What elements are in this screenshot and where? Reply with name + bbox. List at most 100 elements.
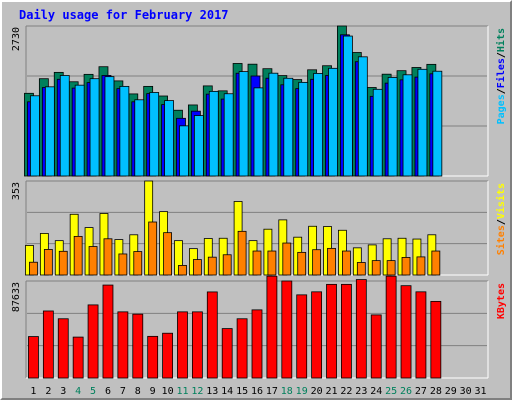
x-tick-label: 22: [340, 386, 352, 397]
bar-pages-day-8: [134, 99, 145, 177]
bar-pages-day-26: [402, 74, 413, 177]
ylabel-pages: Pages: [496, 94, 507, 124]
bar-pages-day-22: [343, 35, 353, 177]
panel-3-ylabel: KBytes: [496, 283, 507, 319]
bar-pages-day-15: [238, 71, 249, 177]
bar-kbytes-day-20: [311, 291, 323, 379]
bar-pages-day-27: [417, 68, 428, 177]
bar-pages-day-16: [253, 87, 264, 177]
bar-sites-day-2: [43, 249, 53, 276]
bar-kbytes-day-27: [415, 291, 427, 379]
bar-pages-day-1: [30, 95, 40, 177]
bar-sites-day-14: [222, 254, 232, 276]
x-tick-label: 19: [296, 386, 308, 397]
bar-sites-day-5: [88, 246, 98, 276]
bar-kbytes-day-25: [385, 275, 397, 379]
bar-pages-day-18: [283, 77, 294, 177]
ylabel-sites: Sites: [495, 225, 507, 255]
bar-pages-day-11: [179, 125, 189, 177]
x-tick-label: 17: [266, 386, 278, 397]
bar-kbytes-day-19: [296, 294, 308, 379]
x-tick-label: 25: [385, 386, 397, 397]
x-tick-label: 31: [475, 386, 487, 397]
bar-pages-day-14: [223, 93, 234, 177]
bar-kbytes-day-8: [132, 313, 144, 379]
bar-sites-day-22: [342, 250, 351, 276]
panel-3-max-label: 87633: [11, 282, 22, 312]
ylabel-separator: /: [496, 52, 507, 58]
x-tick-label: 23: [355, 386, 367, 397]
x-tick-label: 14: [221, 386, 233, 397]
bar-pages-day-17: [268, 72, 279, 177]
bar-kbytes-day-16: [251, 309, 263, 379]
bar-pages-day-6: [104, 76, 115, 177]
x-tick-label: 6: [105, 386, 111, 397]
x-tick-label: 24: [370, 386, 382, 397]
bar-pages-day-10: [164, 100, 174, 177]
bar-kbytes-day-5: [87, 304, 99, 379]
bar-sites-day-21: [327, 247, 336, 276]
bar-pages-day-20: [313, 73, 324, 177]
bar-sites-day-25: [386, 260, 396, 276]
bar-kbytes-day-12: [191, 311, 203, 379]
x-tick-label: 12: [191, 386, 203, 397]
bar-sites-day-1: [29, 261, 38, 276]
panel-1-ylabel: Pages/Files/Hits: [495, 28, 507, 124]
ylabel-hits: Hits: [495, 28, 507, 52]
bar-sites-day-10: [163, 232, 172, 276]
bar-pages-day-13: [208, 90, 219, 177]
bar-pages-day-25: [387, 77, 398, 177]
bar-pages-day-24: [372, 88, 383, 177]
bar-kbytes-day-17: [266, 275, 278, 379]
panel-1-max-label: 2730: [11, 27, 22, 51]
x-tick-label: 27: [415, 386, 427, 397]
x-tick-label: 20: [311, 386, 323, 397]
bar-kbytes-day-28: [430, 300, 442, 379]
bar-pages-day-12: [193, 115, 204, 177]
x-tick-label: 21: [325, 386, 337, 397]
bar-kbytes-day-26: [400, 285, 412, 379]
panel-2-ylabel: Sites/Visits: [495, 183, 507, 255]
bar-kbytes-day-13: [206, 291, 218, 379]
x-tick-label: 18: [281, 386, 293, 397]
x-tick-label: 7: [120, 386, 126, 397]
bar-sites-day-16: [252, 250, 262, 276]
bar-kbytes-day-23: [355, 279, 367, 379]
ylabel-visits: Visits: [495, 183, 507, 219]
ylabel-separator: /: [496, 88, 507, 94]
bar-sites-day-13: [207, 256, 217, 276]
bar-kbytes-day-15: [236, 318, 248, 379]
bar-pages-day-4: [74, 84, 85, 177]
bar-pages-day-28: [432, 70, 443, 177]
bar-sites-day-7: [118, 253, 128, 276]
bar-sites-day-15: [237, 230, 247, 276]
bar-sites-day-11: [178, 265, 187, 276]
bar-kbytes-day-24: [370, 314, 382, 379]
x-tick-label: 4: [75, 386, 81, 397]
x-tick-label: 26: [400, 386, 412, 397]
bar-sites-day-3: [58, 250, 68, 276]
bar-sites-day-9: [148, 221, 158, 276]
bar-kbytes-day-6: [102, 284, 114, 379]
bar-pages-day-2: [44, 86, 55, 177]
x-tick-label: 29: [445, 386, 457, 397]
x-tick-label: 11: [176, 386, 188, 397]
bar-sites-day-27: [416, 256, 426, 276]
bar-pages-day-21: [328, 67, 338, 177]
x-tick-label: 28: [430, 386, 442, 397]
ylabel-files: Files: [495, 58, 507, 88]
bar-kbytes-day-2: [42, 310, 54, 379]
bar-kbytes-day-7: [117, 311, 129, 379]
x-tick-label: 30: [460, 386, 472, 397]
bar-pages-day-19: [298, 81, 309, 177]
bar-kbytes-day-21: [326, 283, 337, 379]
bar-kbytes-day-22: [341, 283, 352, 379]
panel-2-max-label: 353: [11, 182, 22, 200]
x-tick-label: 5: [90, 386, 96, 397]
bar-sites-day-28: [431, 250, 441, 276]
bar-kbytes-day-4: [72, 336, 84, 379]
bar-sites-day-6: [103, 238, 113, 276]
x-tick-label: 3: [60, 386, 66, 397]
bar-sites-day-8: [133, 251, 143, 276]
